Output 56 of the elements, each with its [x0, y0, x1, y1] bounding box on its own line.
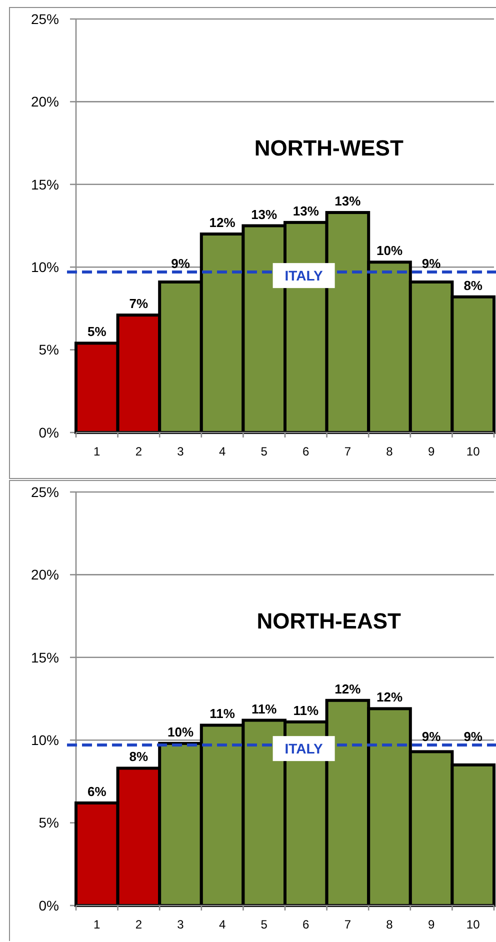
data-label: 12% — [376, 690, 403, 705]
y-tick-label: 5% — [38, 342, 59, 358]
x-tick-label: 6 — [302, 918, 310, 932]
x-tick-label: 6 — [302, 444, 310, 458]
data-label: 9% — [422, 256, 442, 272]
y-tick-label: 0% — [38, 424, 59, 440]
x-tick-label: 3 — [177, 918, 184, 932]
y-tick-label: 20% — [30, 94, 59, 110]
data-label: 13% — [251, 206, 278, 222]
x-tick-label: 5 — [260, 444, 268, 458]
y-tick-label: 15% — [30, 649, 59, 666]
data-label: 11% — [251, 701, 278, 716]
y-tick-label: 15% — [30, 176, 59, 192]
x-tick-label: 9 — [428, 918, 435, 932]
data-label: 6% — [88, 784, 107, 799]
x-tick-label: 3 — [177, 444, 184, 458]
text: NORTH-WEST — [254, 136, 404, 160]
x-tick-label: 5 — [260, 918, 268, 932]
data-label: 9% — [464, 729, 483, 744]
data-label: 10% — [376, 243, 403, 258]
y-tick-label: 5% — [38, 814, 59, 831]
data-label: 10% — [167, 724, 194, 740]
x-tick-label: 2 — [135, 444, 142, 458]
data-label: 5% — [88, 324, 107, 340]
x-tick-label: 2 — [135, 918, 142, 932]
x-tick-label: 4 — [218, 444, 226, 458]
data-label: 9% — [171, 256, 190, 272]
ref-line-label: ITALY — [284, 267, 324, 284]
x-tick-label: 4 — [218, 918, 226, 932]
data-label: 9% — [422, 729, 442, 744]
y-tick-label: 25% — [30, 10, 59, 27]
y-tick-label: 25% — [30, 484, 59, 500]
data-label: 8% — [129, 749, 149, 764]
data-label: 11% — [210, 706, 236, 722]
x-tick-label: 7 — [344, 918, 352, 932]
x-tick-label: 8 — [386, 444, 394, 458]
ref-line-label: ITALY — [284, 740, 324, 756]
x-tick-label: 1 — [94, 918, 101, 932]
y-tick-label: 10% — [30, 259, 59, 275]
x-tick-label: 10 — [466, 918, 480, 932]
y-tick-label: 20% — [30, 566, 59, 583]
data-label: 12% — [334, 681, 362, 696]
y-tick-label: 10% — [30, 732, 59, 748]
data-label: 13% — [292, 203, 320, 218]
data-label: 13% — [334, 194, 362, 209]
data-label: 12% — [209, 215, 236, 230]
data-label: 7% — [129, 296, 149, 312]
text: NORTH-EAST — [256, 608, 402, 634]
x-tick-label: 1 — [94, 444, 101, 458]
x-tick-label: 9 — [428, 444, 435, 458]
y-tick-label: 0% — [38, 897, 59, 914]
x-tick-label: 10 — [466, 444, 480, 458]
data-label: 11% — [293, 702, 319, 718]
x-tick-label: 7 — [344, 444, 352, 458]
x-tick-label: 8 — [386, 918, 394, 932]
data-label: 8% — [464, 278, 483, 293]
